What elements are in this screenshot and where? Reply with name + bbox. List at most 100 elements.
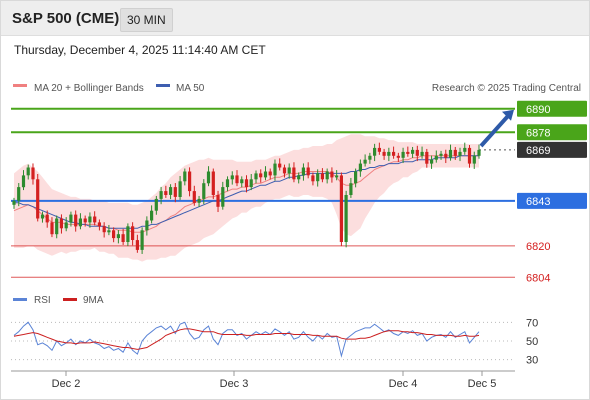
candle-body [188, 171, 192, 192]
level-labels-layer: 6890 6878 6869 6843 6820 6804 [517, 100, 587, 284]
candle-body [273, 163, 277, 176]
rsi-tick-label: 30 [526, 355, 538, 367]
candle-body [211, 171, 215, 195]
candle-body [178, 181, 182, 197]
candle-body [472, 155, 476, 164]
rsi-ma-line [13, 328, 480, 350]
candle-body [306, 167, 310, 176]
level-label-6820: 6820 [526, 241, 550, 253]
candle-body [244, 179, 249, 188]
candle-body [287, 167, 291, 174]
candle-body [368, 155, 372, 160]
candle-body [316, 173, 320, 182]
bollinger-band-area [14, 134, 479, 262]
candle-body [230, 175, 234, 180]
candle-body [17, 187, 21, 201]
candle-body [249, 179, 253, 188]
candle-body [88, 216, 92, 223]
candle-body [26, 167, 30, 176]
candle-body [150, 210, 154, 221]
candle-body [50, 222, 54, 235]
forecast-arrow-layer [479, 109, 514, 148]
rsi-legend-swatch [13, 298, 27, 301]
candle-body [259, 173, 263, 178]
candle-body [131, 226, 135, 240]
candle-body [69, 214, 73, 223]
ma20-legend-swatch [13, 84, 27, 87]
bollinger-band-layer [14, 134, 479, 262]
level-label-6869: 6869 [526, 145, 550, 157]
candle-body [93, 216, 97, 223]
ma50-legend-swatch [156, 84, 170, 87]
candle-body [107, 230, 111, 233]
candle-body [392, 151, 396, 156]
level-tag-6890 [517, 100, 587, 117]
candle-body [140, 230, 144, 250]
level-lines-layer [11, 107, 515, 278]
candle-body [145, 220, 149, 231]
candle-body [121, 234, 125, 242]
candle-body [373, 147, 377, 156]
candle-body [320, 173, 324, 180]
rsi-line [13, 321, 480, 358]
candle-body [349, 183, 353, 195]
level-label-6890: 6890 [526, 104, 550, 116]
candle-body [420, 151, 424, 156]
candle-body [448, 149, 453, 158]
candle-body [21, 175, 26, 188]
level-tag-6878 [517, 124, 587, 141]
candle-body [97, 222, 101, 227]
candle-body [169, 187, 173, 195]
rsi-tick-label: 70 [526, 317, 538, 329]
candle-body [387, 151, 391, 156]
time-axis-label: Dec 3 [220, 378, 249, 390]
candle-body [159, 191, 163, 199]
time-axis-label: Dec 5 [468, 378, 497, 390]
candle-body [116, 234, 120, 239]
level-label-6804: 6804 [526, 272, 550, 284]
forecast-arrow-shaft [479, 112, 512, 148]
candle-body [59, 218, 63, 229]
candle-body [463, 147, 467, 152]
candle-body [425, 151, 429, 164]
candle-body [415, 149, 419, 156]
candle-body [235, 175, 239, 184]
candle-body [278, 163, 282, 168]
candle-body [154, 198, 158, 211]
candle-body [325, 171, 329, 180]
candle-body [254, 173, 258, 180]
credit-label: Research © 2025 Trading Central [432, 83, 581, 94]
candle-body [83, 218, 87, 223]
candle-body [164, 191, 168, 195]
timestamp: Thursday, December 4, 2025 11:14:40 AM C… [14, 43, 266, 57]
level-label-6843: 6843 [526, 196, 550, 208]
rsi-legend-label: RSI [34, 295, 51, 306]
timeframe-button[interactable]: 30 MIN [120, 8, 173, 32]
candle-body [344, 195, 348, 242]
candle-body [78, 218, 82, 227]
candle-body [377, 147, 381, 152]
candle-body [268, 171, 272, 176]
candle-body [335, 175, 339, 178]
candle-body [311, 175, 315, 182]
level-label-6878: 6878 [526, 127, 550, 139]
level-tag-6843 [517, 192, 587, 209]
candle-body [64, 222, 68, 229]
candle-body [40, 214, 45, 219]
candle-body [221, 187, 225, 207]
candle-body [31, 167, 35, 180]
candle-body [406, 151, 410, 154]
candle-body [434, 155, 438, 160]
candle-body [444, 153, 448, 158]
symbol-title: S&P 500 (CME) [12, 10, 120, 27]
candle-body [197, 198, 201, 203]
candle-body [173, 187, 177, 197]
time-axis-label: Dec 4 [389, 378, 418, 390]
time-axis: Dec 2 Dec 3 Dec 4 Dec 5 [11, 370, 515, 390]
candle-body [192, 191, 196, 203]
candle-body [301, 167, 305, 176]
rsi-ma-legend-swatch [63, 298, 77, 301]
candle-body [206, 171, 211, 184]
candle-body [55, 218, 59, 235]
